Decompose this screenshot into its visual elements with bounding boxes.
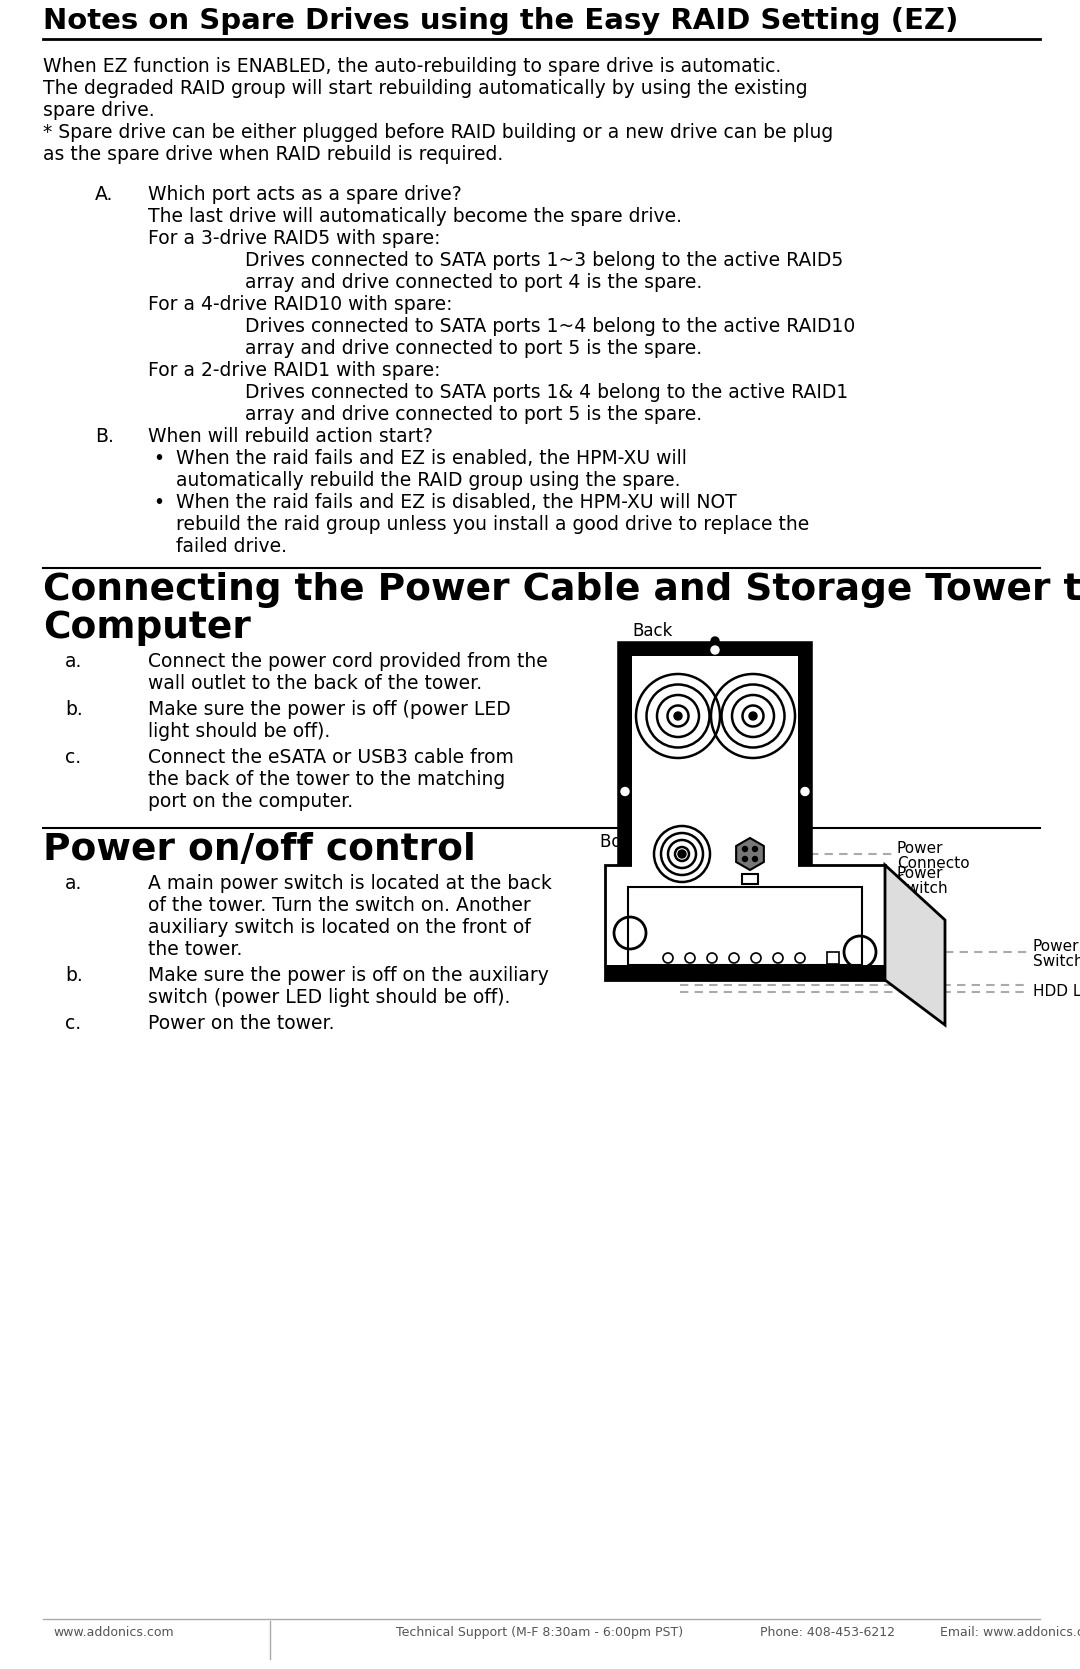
Text: array and drive connected to port 5 is the spare.: array and drive connected to port 5 is t… [245, 339, 702, 357]
Bar [742, 875, 758, 885]
Text: Notes on Spare Drives using the Easy RAID Setting (EZ): Notes on Spare Drives using the Easy RAI… [43, 7, 958, 35]
Text: The last drive will automatically become the spare drive.: The last drive will automatically become… [148, 207, 681, 225]
Text: Connecting the Power Cable and Storage Tower to the: Connecting the Power Cable and Storage T… [43, 572, 1080, 608]
Text: When will rebuild action start?: When will rebuild action start? [148, 427, 433, 446]
Text: Which port acts as a spare drive?: Which port acts as a spare drive? [148, 185, 462, 204]
Bar [827, 951, 839, 965]
Text: b.: b. [65, 699, 83, 719]
Text: Make sure the power is off on the auxiliary: Make sure the power is off on the auxili… [148, 966, 549, 985]
Text: Drives connected to SATA ports 1& 4 belong to the active RAID1: Drives connected to SATA ports 1& 4 belo… [245, 382, 848, 402]
Text: light should be off).: light should be off). [148, 723, 330, 741]
Text: •: • [153, 492, 164, 512]
Text: wall outlet to the back of the tower.: wall outlet to the back of the tower. [148, 674, 482, 693]
Text: When the raid fails and EZ is enabled, the HPM-XU will: When the raid fails and EZ is enabled, t… [176, 449, 687, 467]
Circle shape [678, 850, 686, 858]
Text: rebuild the raid group unless you install a good drive to replace the: rebuild the raid group unless you instal… [176, 516, 809, 534]
Text: Connecto: Connecto [897, 856, 970, 871]
Text: switch (power LED light should be off).: switch (power LED light should be off). [148, 988, 511, 1006]
Circle shape [753, 846, 757, 851]
Text: * Spare drive can be either plugged before RAID building or a new drive can be p: * Spare drive can be either plugged befo… [43, 124, 834, 142]
Text: Power on the tower.: Power on the tower. [148, 1015, 335, 1033]
Text: When EZ function is ENABLED, the auto-rebuilding to spare drive is automatic.: When EZ function is ENABLED, the auto-re… [43, 57, 781, 77]
Text: Power on/off control: Power on/off control [43, 833, 476, 868]
Polygon shape [605, 865, 885, 980]
Text: Power: Power [897, 866, 944, 881]
Text: •: • [153, 449, 164, 467]
Text: auxiliary switch is located on the front of: auxiliary switch is located on the front… [148, 918, 530, 936]
Text: of the tower. Turn the switch on. Another: of the tower. Turn the switch on. Anothe… [148, 896, 530, 915]
Polygon shape [885, 865, 945, 1025]
Circle shape [711, 646, 719, 654]
Circle shape [743, 846, 747, 851]
Text: c.: c. [65, 1015, 81, 1033]
Text: failed drive.: failed drive. [176, 537, 287, 556]
Bar [627, 886, 862, 965]
Text: Drives connected to SATA ports 1~4 belong to the active RAID10: Drives connected to SATA ports 1~4 belon… [245, 317, 855, 335]
Text: b.: b. [65, 966, 83, 985]
Text: c.: c. [65, 748, 81, 768]
Text: as the spare drive when RAID rebuild is required.: as the spare drive when RAID rebuild is … [43, 145, 503, 164]
Text: For a 4-drive RAID10 with spare:: For a 4-drive RAID10 with spare: [148, 295, 453, 314]
Text: Drives connected to SATA ports 1~3 belong to the active RAID5: Drives connected to SATA ports 1~3 belon… [245, 250, 843, 270]
Text: Make sure the power is off (power LED: Make sure the power is off (power LED [148, 699, 511, 719]
Text: Connect the eSATA or USB3 cable from: Connect the eSATA or USB3 cable from [148, 748, 514, 768]
Text: For a 2-drive RAID1 with spare:: For a 2-drive RAID1 with spare: [148, 361, 441, 381]
Circle shape [801, 788, 809, 796]
Text: r: r [897, 871, 903, 886]
Bar [632, 656, 798, 926]
Text: Power: Power [1032, 940, 1080, 955]
Text: spare drive.: spare drive. [43, 102, 154, 120]
Circle shape [674, 713, 681, 719]
Text: Computer: Computer [43, 609, 251, 646]
Text: Technical Support (M-F 8:30am - 6:00pm PST): Technical Support (M-F 8:30am - 6:00pm P… [396, 1626, 684, 1639]
Text: the back of the tower to the matching: the back of the tower to the matching [148, 769, 505, 789]
Text: Bottom Front: Bottom Front [600, 833, 708, 851]
Text: A main power switch is located at the back: A main power switch is located at the ba… [148, 875, 552, 893]
Text: Email: www.addonics.com/support/query/: Email: www.addonics.com/support/query/ [940, 1626, 1080, 1639]
Text: www.addonics.com: www.addonics.com [53, 1626, 174, 1639]
Bar [620, 644, 810, 940]
Circle shape [711, 930, 719, 936]
Text: Switch: Switch [897, 881, 947, 896]
Text: B.: B. [95, 427, 113, 446]
Text: Connect the power cord provided from the: Connect the power cord provided from the [148, 653, 548, 671]
Circle shape [743, 856, 747, 861]
Circle shape [750, 713, 757, 719]
Text: A.: A. [95, 185, 113, 204]
Text: Power: Power [897, 841, 944, 856]
Text: a.: a. [65, 875, 82, 893]
Polygon shape [737, 838, 764, 870]
Bar [605, 965, 885, 980]
Text: Back: Back [632, 623, 673, 639]
Text: The degraded RAID group will start rebuilding automatically by using the existin: The degraded RAID group will start rebui… [43, 78, 808, 98]
Text: Switch: Switch [1032, 955, 1080, 970]
Text: the tower.: the tower. [148, 940, 242, 960]
Circle shape [753, 856, 757, 861]
Text: When the raid fails and EZ is disabled, the HPM-XU will NOT: When the raid fails and EZ is disabled, … [176, 492, 737, 512]
Circle shape [621, 788, 629, 796]
Text: automatically rebuild the RAID group using the spare.: automatically rebuild the RAID group usi… [176, 471, 680, 491]
Circle shape [711, 638, 719, 644]
Text: port on the computer.: port on the computer. [148, 793, 353, 811]
Text: For a 3-drive RAID5 with spare:: For a 3-drive RAID5 with spare: [148, 229, 441, 249]
Text: a.: a. [65, 653, 82, 671]
Text: Phone: 408-453-6212: Phone: 408-453-6212 [760, 1626, 895, 1639]
Text: HDD LEDs: HDD LEDs [1032, 985, 1080, 1000]
Text: array and drive connected to port 5 is the spare.: array and drive connected to port 5 is t… [245, 406, 702, 424]
Text: array and drive connected to port 4 is the spare.: array and drive connected to port 4 is t… [245, 274, 702, 292]
